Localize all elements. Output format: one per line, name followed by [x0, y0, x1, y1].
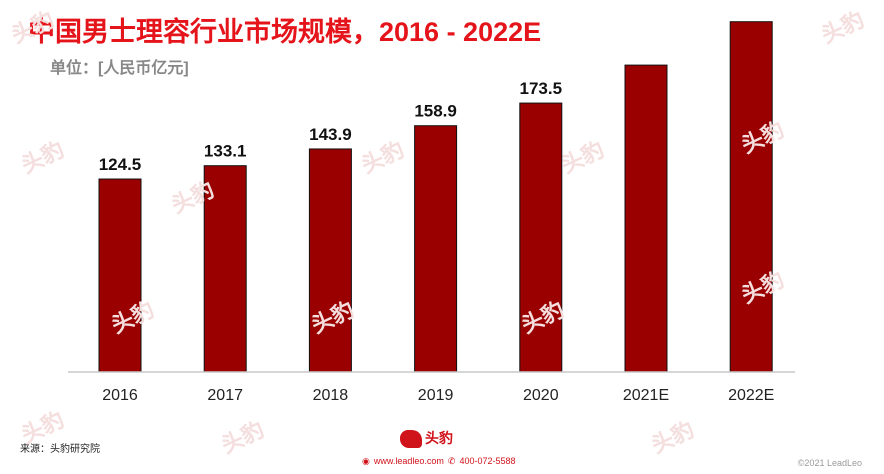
contact-info: ◉ www.leadleo.com ✆ 400-072-5588	[362, 456, 516, 467]
data-label-2020: 173.5	[520, 79, 563, 98]
phone-number: 400-072-5588	[459, 456, 516, 466]
bar-2022E	[729, 21, 773, 373]
x-tick-2021E: 2021E	[623, 387, 669, 404]
unit-label: 单位：[人民币亿元]	[50, 60, 189, 77]
source-note: 来源：头豹研究院	[20, 444, 100, 455]
bar-2018	[308, 148, 352, 373]
bar-2021E	[624, 64, 668, 373]
phone-icon: ✆	[447, 456, 456, 466]
bar-2019	[414, 125, 458, 373]
x-tick-2019: 2019	[418, 387, 454, 404]
x-tick-2016: 2016	[102, 387, 138, 404]
data-label-2019: 158.9	[414, 102, 457, 121]
page-title: 中国男士理容行业市场规模，2016 - 2022E	[28, 17, 542, 47]
bar-2016	[98, 178, 142, 373]
copyright: ©2021 LeadLeo	[797, 458, 862, 468]
leopard-icon	[400, 430, 422, 448]
x-tick-2020: 2020	[523, 387, 559, 404]
x-tick-2018: 2018	[313, 387, 349, 404]
website-link[interactable]: www.leadleo.com	[373, 456, 444, 466]
globe-icon: ◉	[362, 456, 370, 466]
data-label-2018: 143.9	[309, 125, 352, 144]
leadleo-logo: 头豹	[400, 430, 453, 448]
x-tick-2022E: 2022E	[728, 387, 774, 404]
bar-2017	[203, 165, 247, 373]
x-tick-2017: 2017	[207, 387, 243, 404]
logo-text: 头豹	[425, 431, 453, 447]
bar-2020	[519, 102, 563, 373]
data-label-2016: 124.5	[99, 155, 142, 174]
data-label-2017: 133.1	[204, 142, 247, 161]
